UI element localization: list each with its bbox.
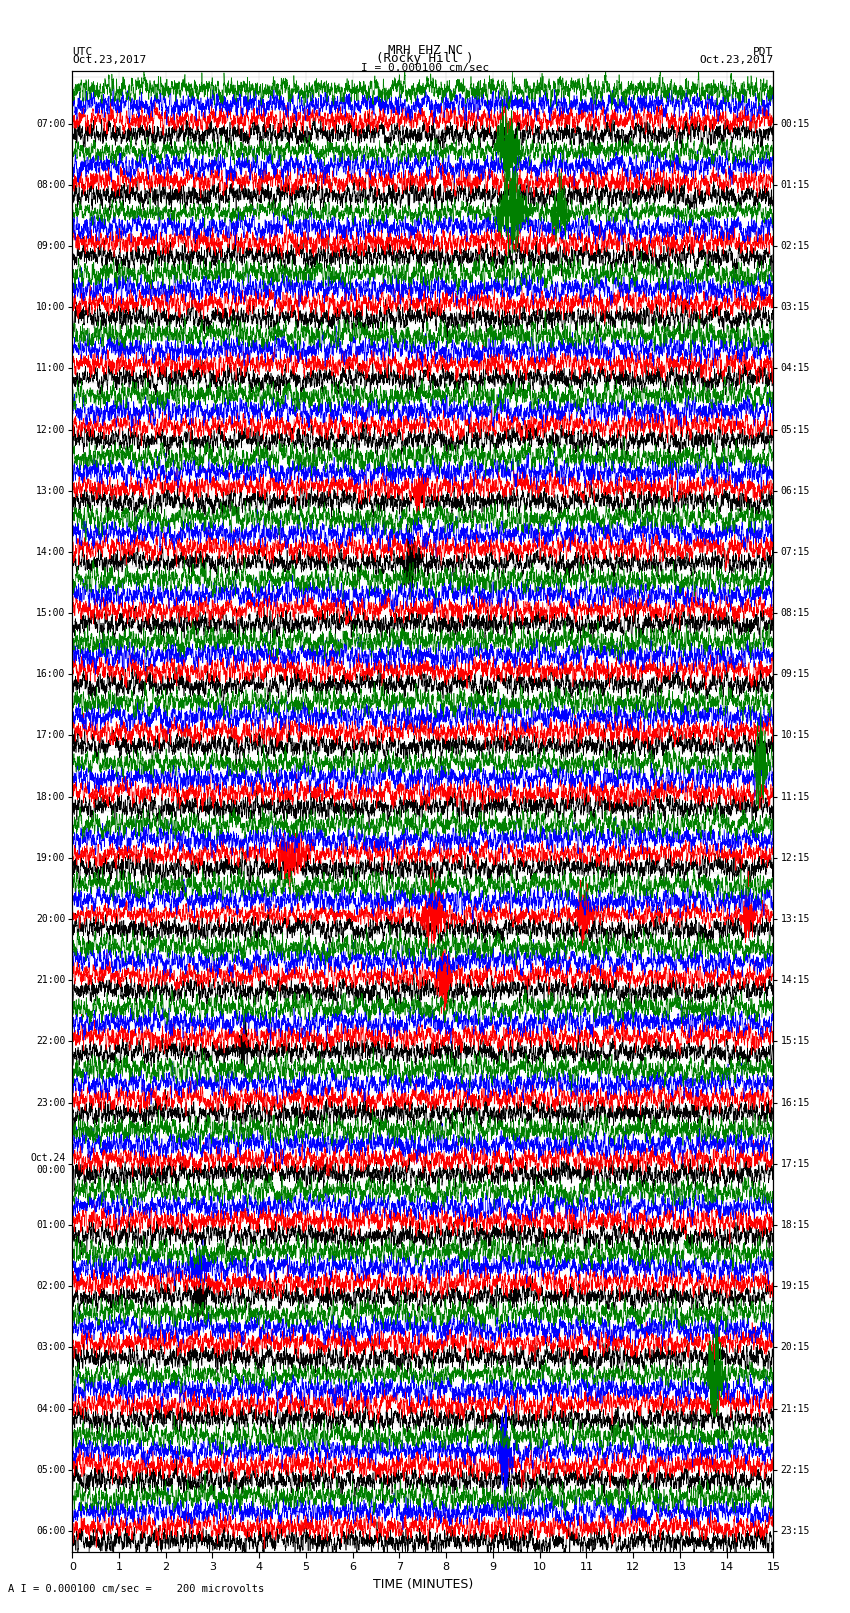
Text: MRH EHZ NC: MRH EHZ NC [388, 44, 462, 58]
Text: A I = 0.000100 cm/sec =    200 microvolts: A I = 0.000100 cm/sec = 200 microvolts [8, 1584, 264, 1594]
X-axis label: TIME (MINUTES): TIME (MINUTES) [373, 1578, 473, 1590]
Text: PDT: PDT [753, 47, 774, 58]
Text: (Rocky Hill ): (Rocky Hill ) [377, 52, 473, 65]
Text: UTC: UTC [72, 47, 93, 58]
Text: I = 0.000100 cm/sec: I = 0.000100 cm/sec [361, 63, 489, 73]
Text: Oct.23,2017: Oct.23,2017 [72, 55, 146, 65]
Text: Oct.23,2017: Oct.23,2017 [700, 55, 774, 65]
